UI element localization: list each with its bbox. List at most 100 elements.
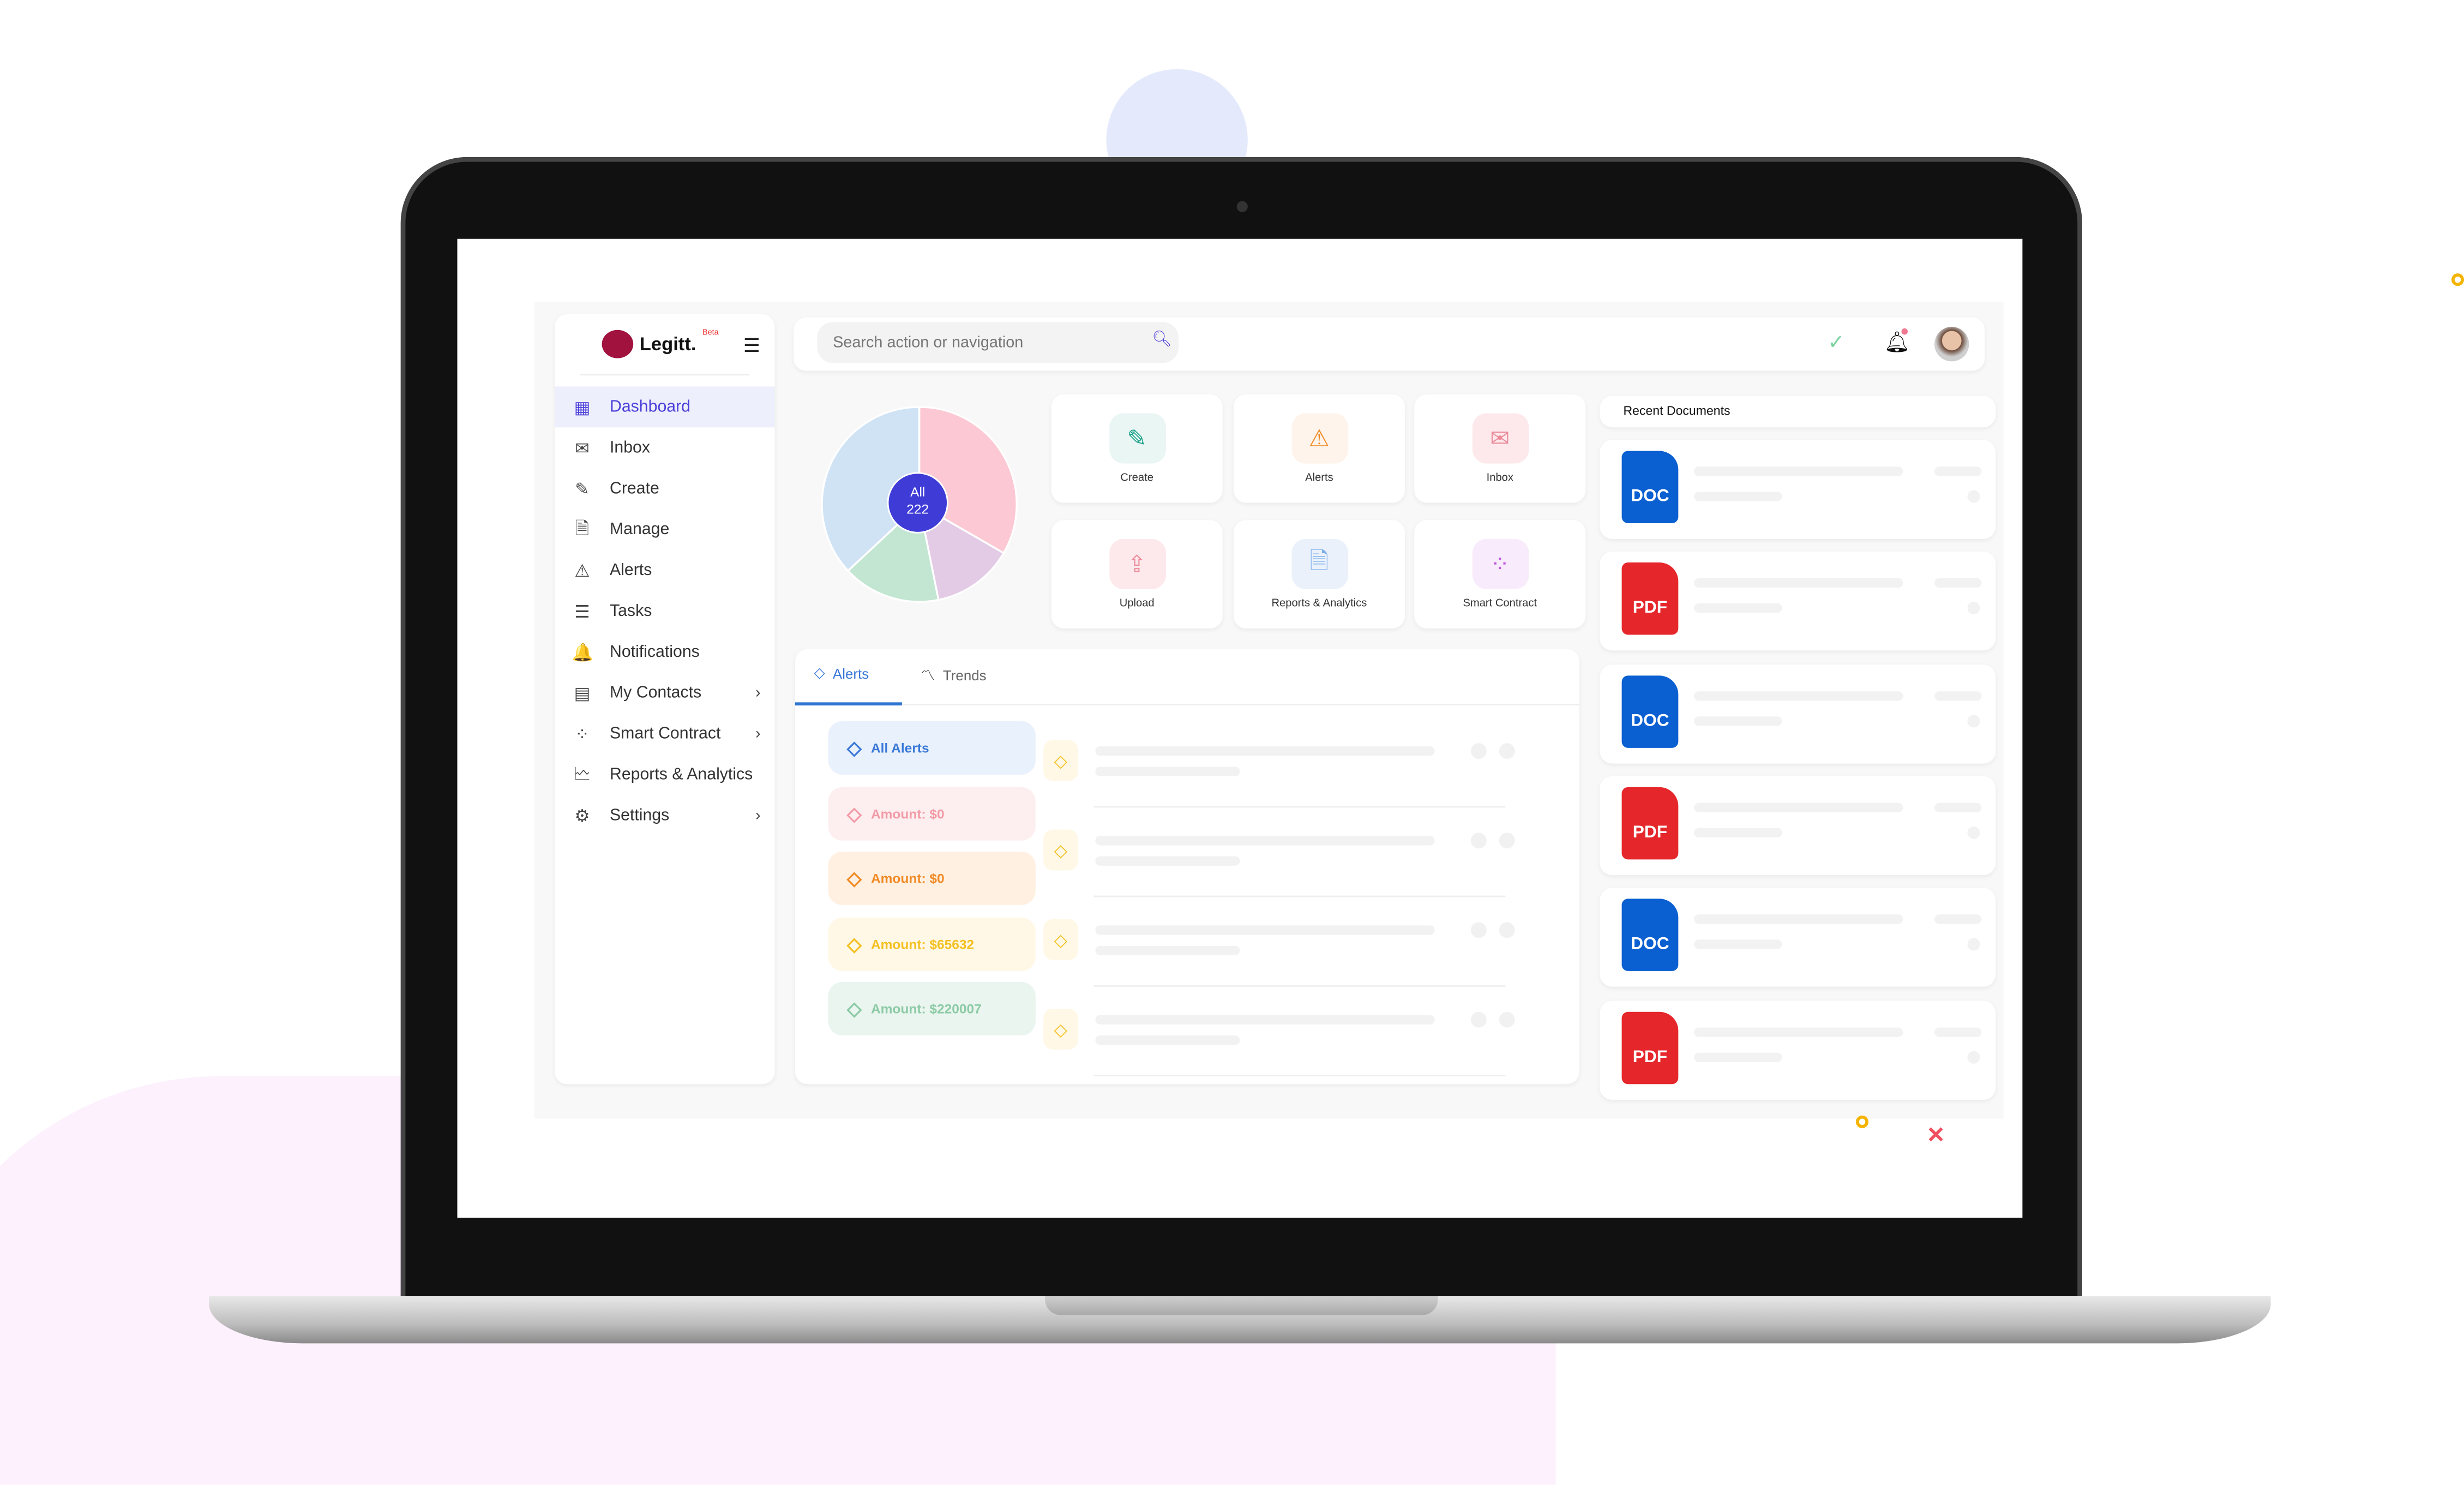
alert-filter-chip[interactable]: ◇ Amount: $65632	[828, 917, 1036, 971]
alerts-pie-chart: All 222	[821, 406, 1018, 603]
skeleton-line	[1694, 939, 1782, 950]
alert-filter-chip[interactable]: ◇ All Alerts	[828, 721, 1036, 775]
row-divider	[1093, 895, 1506, 897]
quick-action-upload[interactable]: ⇪ Upload	[1051, 520, 1223, 628]
alert-filter-chip[interactable]: ◇ Amount: $0	[828, 786, 1036, 840]
alert-diamond-icon: ◇	[847, 802, 862, 824]
reports-analytics-icon: 🗎	[1291, 538, 1348, 589]
skeleton-dot	[1499, 833, 1515, 849]
sidebar-item-create[interactable]: ✎ Create	[555, 468, 774, 509]
sidebar-item-label: Create	[609, 479, 659, 498]
recent-document[interactable]: DOC	[1600, 888, 1996, 987]
recent-document[interactable]: PDF	[1600, 776, 1996, 875]
alert-filter-chip[interactable]: ◇ Amount: $220007	[828, 983, 1036, 1037]
recent-document[interactable]: DOC	[1600, 664, 1996, 763]
upload-icon: ⇪	[1108, 538, 1165, 589]
chevron-right-icon: ›	[755, 806, 761, 824]
sidebar-item-label: Manage	[609, 520, 670, 539]
pie-center-center-label: All	[910, 485, 925, 500]
pdf-file-icon: PDF	[1621, 787, 1679, 860]
skeleton-line	[1694, 466, 1903, 476]
verified-badge-icon[interactable]: ✓	[1828, 330, 1845, 354]
recent-documents-title: Recent Documents	[1623, 404, 1730, 418]
decorative-cross-icon: ✕	[1926, 1122, 1945, 1147]
trends-icon: 〽	[921, 668, 935, 684]
sidebar-item-reports-analytics[interactable]: 🗠 Reports & Analytics	[555, 754, 774, 795]
skeleton-dot	[1967, 1050, 1980, 1063]
quick-action-create[interactable]: ✎ Create	[1051, 394, 1223, 503]
sidebar-item-label: Alerts	[609, 561, 652, 580]
skeleton-line	[1934, 803, 1982, 812]
chevron-right-icon: ›	[755, 684, 761, 702]
sidebar-item-dashboard[interactable]: ▦ Dashboard	[555, 386, 775, 428]
tab-trends[interactable]: 〽 Trends	[921, 664, 987, 685]
skeleton-dot	[1967, 938, 1980, 951]
logo-mark-icon	[602, 330, 634, 358]
sidebar-nav: ▦ Dashboard ✉ Inbox ✎ Create 🗎 Manage ⚠ …	[555, 386, 775, 836]
alerts-panel: ◇ Alerts 〽 Trends ◇ All Alerts ◇ Amount: $0 …	[795, 649, 1579, 1085]
skeleton-dot	[1470, 922, 1487, 938]
tab-label: Trends	[942, 667, 987, 683]
skeleton-line	[1095, 767, 1240, 776]
pie-slice-1[interactable]	[918, 502, 1005, 601]
recent-document[interactable]: DOC	[1600, 440, 1996, 539]
sidebar-item-tasks[interactable]: ☰ Tasks	[555, 591, 774, 632]
alert-filter-chip[interactable]: ◇ Amount: $0	[828, 852, 1036, 906]
skeleton-dot	[1967, 714, 1980, 727]
pie-slice-3[interactable]	[821, 406, 921, 572]
sidebar-item-label: Dashboard	[609, 397, 691, 417]
skeleton-line	[1934, 691, 1982, 700]
sidebar-item-label: Settings	[609, 806, 670, 825]
pdf-file-icon: PDF	[1621, 562, 1679, 636]
search-icon[interactable]: 🔍︎	[1152, 331, 1172, 349]
alerts-icon: ⚠	[574, 561, 590, 581]
sidebar-item-settings[interactable]: ⚙ Settings ›	[555, 795, 774, 836]
pie-center[interactable]	[887, 472, 948, 534]
skeleton-dot	[1967, 490, 1980, 503]
recent-document[interactable]: PDF	[1600, 552, 1996, 651]
skeleton-dot	[1499, 743, 1515, 759]
skeleton-line	[1694, 1052, 1782, 1062]
warning-icon: ◇	[1043, 1008, 1078, 1050]
quick-action-label: Reports & Analytics	[1271, 598, 1367, 610]
quick-action-inbox[interactable]: ✉ Inbox	[1414, 394, 1586, 503]
sidebar-item-smart-contract[interactable]: ⁘ Smart Contract ›	[555, 714, 774, 755]
sidebar-item-notifications[interactable]: 🔔 Notifications	[555, 632, 774, 673]
chip-label: Amount: $0	[870, 871, 945, 887]
sidebar-item-manage[interactable]: 🗎 Manage	[555, 509, 774, 550]
quick-action-smart-contract[interactable]: ⁘ Smart Contract	[1414, 520, 1586, 628]
pie-center-total: 222	[906, 502, 929, 517]
sidebar-item-alerts[interactable]: ⚠ Alerts	[555, 550, 774, 591]
avatar[interactable]	[1934, 327, 1969, 362]
quick-action-label: Alerts	[1305, 472, 1333, 484]
skeleton-line	[1694, 716, 1782, 726]
alerts-icon: ⚠	[1291, 413, 1348, 464]
tab-label: Alerts	[832, 665, 869, 681]
sidebar-item-my-contacts[interactable]: ▤ My Contacts ›	[555, 673, 774, 714]
sidebar-item-label: Notifications	[609, 642, 700, 662]
skeleton-line	[1694, 803, 1903, 812]
skeleton-line	[1694, 691, 1903, 700]
skeleton-dot	[1470, 833, 1487, 849]
skeleton-line	[1095, 746, 1435, 756]
bell-icon: 🔔	[572, 643, 594, 662]
sidebar-item-label: Reports & Analytics	[609, 765, 753, 785]
recent-document[interactable]: PDF	[1600, 1000, 1996, 1099]
tab-alerts[interactable]: ◇ Alerts	[814, 664, 869, 682]
menu-toggle-icon[interactable]: ☰	[743, 334, 760, 357]
pdf-file-icon: PDF	[1621, 1011, 1679, 1083]
skeleton-line	[1694, 828, 1782, 837]
row-divider	[1093, 806, 1506, 808]
skeleton-dot	[1967, 602, 1980, 615]
quick-action-alerts[interactable]: ⚠ Alerts	[1233, 394, 1405, 503]
sidebar-item-inbox[interactable]: ✉ Inbox	[555, 427, 774, 468]
skeleton-dot	[1470, 743, 1487, 759]
skeleton-line	[1095, 1035, 1240, 1045]
quick-action-reports-analytics[interactable]: 🗎 Reports & Analytics	[1233, 520, 1405, 628]
search-input[interactable]	[817, 322, 1179, 363]
chevron-right-icon: ›	[755, 725, 761, 742]
quick-action-label: Create	[1120, 472, 1153, 484]
alert-diamond-icon: ◇	[847, 998, 862, 1021]
logo[interactable]: Legitt. Beta	[602, 328, 719, 358]
skeleton-line	[1694, 914, 1903, 924]
